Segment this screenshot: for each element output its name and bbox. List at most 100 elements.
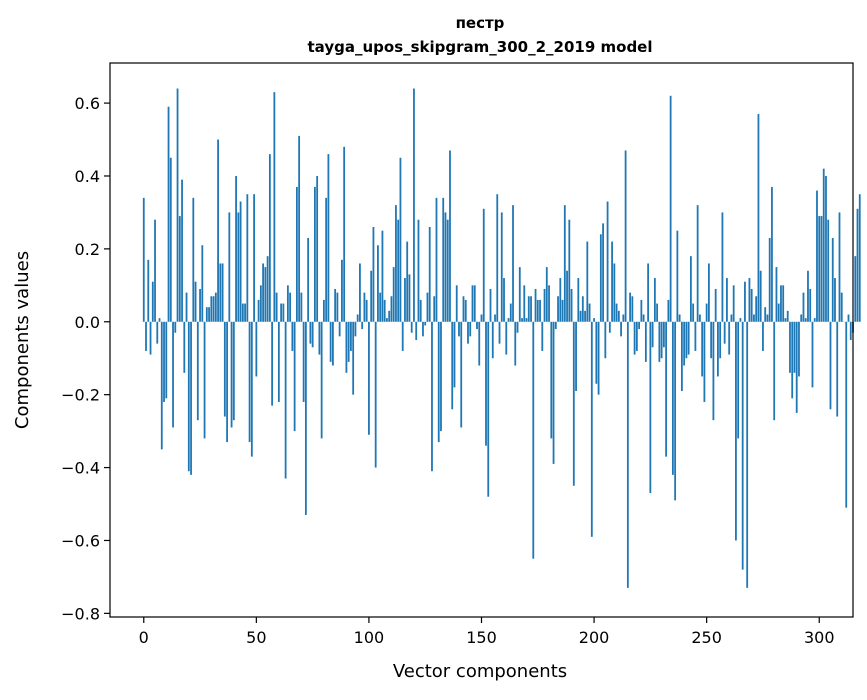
bar-25 <box>199 289 201 322</box>
bar-314 <box>850 322 852 340</box>
bar-213 <box>622 314 624 321</box>
bar-135 <box>447 220 449 322</box>
bar-157 <box>496 194 498 322</box>
bar-242 <box>688 322 690 355</box>
bar-275 <box>762 322 764 351</box>
bar-43 <box>240 202 242 322</box>
bar-61 <box>280 304 282 322</box>
bar-289 <box>794 322 796 373</box>
bar-299 <box>816 191 818 322</box>
bar-251 <box>708 263 710 321</box>
bar-318 <box>859 194 861 322</box>
bar-149 <box>478 322 480 366</box>
bar-184 <box>557 296 559 322</box>
bar-166 <box>517 322 519 333</box>
bar-169 <box>523 285 525 321</box>
bar-31 <box>213 296 215 322</box>
bar-221 <box>640 300 642 322</box>
bar-233 <box>667 300 669 322</box>
bar-116 <box>404 278 406 322</box>
bar-298 <box>814 318 816 322</box>
bar-283 <box>780 285 782 321</box>
bar-32 <box>215 293 217 322</box>
bar-205 <box>604 322 606 358</box>
bar-79 <box>321 322 323 439</box>
bar-202 <box>598 322 600 395</box>
bar-261 <box>731 314 733 321</box>
bar-208 <box>611 242 613 322</box>
bar-165 <box>514 322 516 366</box>
bar-42 <box>237 212 239 321</box>
bar-263 <box>735 322 737 541</box>
bar-7 <box>159 318 161 322</box>
bar-155 <box>492 322 494 358</box>
bar-178 <box>544 289 546 322</box>
bar-63 <box>285 322 287 479</box>
x-tick-label: 300 <box>804 628 835 647</box>
bar-80 <box>323 300 325 322</box>
bar-269 <box>749 278 751 322</box>
bar-39 <box>231 322 233 428</box>
bar-117 <box>406 242 408 322</box>
bar-104 <box>377 245 379 322</box>
x-axis-label: Vector components <box>393 661 567 682</box>
x-tick-label: 50 <box>246 628 266 647</box>
bar-237 <box>676 231 678 322</box>
bar-316 <box>854 256 856 322</box>
bar-109 <box>388 311 390 322</box>
bar-258 <box>724 322 726 344</box>
bar-142 <box>463 296 465 322</box>
bar-264 <box>737 322 739 439</box>
bar-290 <box>796 322 798 413</box>
bar-259 <box>726 278 728 322</box>
bar-20 <box>188 322 190 471</box>
bar-183 <box>555 322 557 329</box>
bar-176 <box>539 300 541 322</box>
bar-37 <box>226 322 228 442</box>
bar-8 <box>161 322 163 450</box>
bar-81 <box>325 198 327 322</box>
bar-268 <box>746 322 748 588</box>
bar-245 <box>694 322 696 351</box>
bar-196 <box>584 311 586 322</box>
bar-201 <box>595 322 597 384</box>
bar-228 <box>656 304 658 322</box>
bar-300 <box>818 216 820 322</box>
bar-231 <box>663 322 665 348</box>
bar-121 <box>415 322 417 340</box>
bar-220 <box>638 322 640 329</box>
bar-182 <box>553 322 555 464</box>
bar-74 <box>309 322 311 344</box>
bar-310 <box>841 293 843 322</box>
bar-262 <box>733 285 735 321</box>
bar-167 <box>519 267 521 322</box>
bar-272 <box>755 296 757 322</box>
bar-19 <box>186 293 188 322</box>
bar-279 <box>771 187 773 322</box>
bar-122 <box>418 220 420 322</box>
bar-265 <box>740 318 742 322</box>
bar-175 <box>537 300 539 322</box>
bar-160 <box>503 278 505 322</box>
bar-229 <box>658 322 660 362</box>
bar-273 <box>758 114 760 322</box>
bar-130 <box>436 198 438 322</box>
bar-306 <box>832 238 834 322</box>
bar-84 <box>332 322 334 366</box>
bar-56 <box>269 154 271 322</box>
bar-230 <box>661 322 663 358</box>
bar-90 <box>346 322 348 373</box>
y-tick-label: −0.6 <box>61 531 100 550</box>
bar-217 <box>631 296 633 322</box>
bar-296 <box>809 289 811 322</box>
bar-5 <box>154 220 156 322</box>
bar-288 <box>791 322 793 399</box>
bar-112 <box>395 205 397 322</box>
bar-73 <box>307 238 309 322</box>
bar-291 <box>798 322 800 377</box>
bar-187 <box>564 205 566 322</box>
y-tick-label: 0.6 <box>75 94 100 113</box>
bar-132 <box>440 322 442 431</box>
bar-256 <box>719 322 721 358</box>
